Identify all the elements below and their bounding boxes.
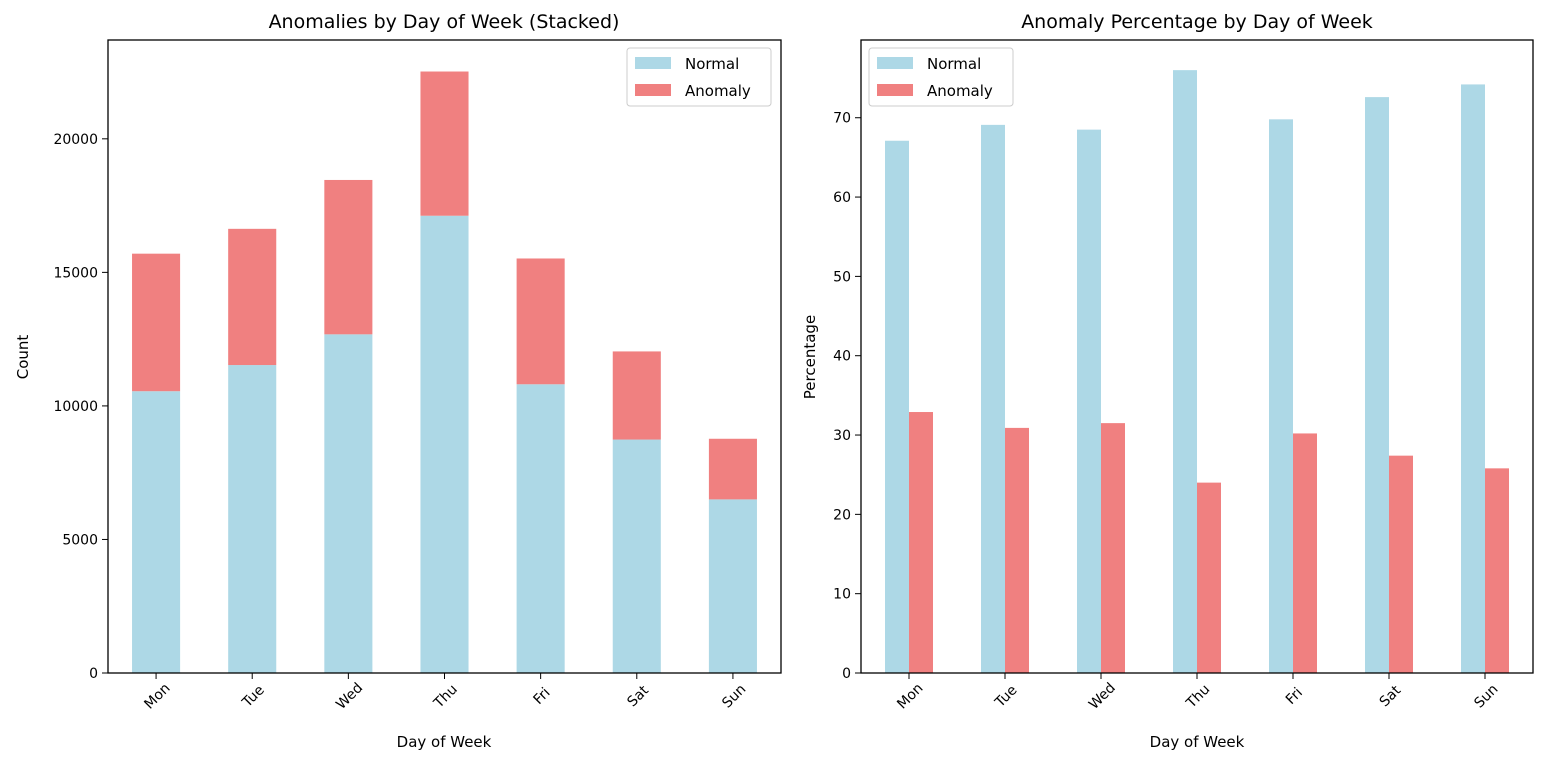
bar-normal-thu — [420, 215, 469, 673]
bar-anomaly-sat — [1389, 455, 1413, 673]
bar-anomaly-sun — [1485, 468, 1509, 673]
x-tick-label: Thu — [430, 681, 461, 712]
x-axis-label: Day of Week — [1150, 733, 1245, 751]
x-tick-label: Mon — [894, 680, 926, 712]
x-tick-label: Sat — [624, 682, 652, 710]
y-tick-label: 5000 — [62, 532, 98, 548]
bar-anomaly-tue — [1005, 427, 1029, 673]
y-tick-label: 50 — [833, 269, 851, 285]
legend-label-normal: Normal — [685, 55, 739, 73]
y-tick-label: 20 — [833, 507, 851, 523]
bar-normal-sun — [1461, 84, 1485, 674]
bar-anomaly-fri — [1293, 433, 1317, 673]
axes-frame — [107, 39, 782, 674]
y-tick-label: 70 — [833, 111, 851, 127]
legend-swatch-anomaly — [635, 84, 671, 96]
bar-anomaly-wed — [324, 179, 373, 335]
x-tick-label: Thu — [1183, 681, 1214, 712]
y-tick-label: 60 — [833, 190, 851, 206]
bar-normal-tue — [228, 365, 277, 673]
bar-normal-thu — [1173, 70, 1197, 673]
legend-label-normal: Normal — [927, 55, 981, 73]
legend: Normal Anomaly — [868, 47, 1014, 107]
bar-normal-fri — [516, 384, 565, 673]
bar-normal-mon — [132, 391, 181, 673]
bar-normal-sat — [612, 439, 661, 673]
x-tick-label: Wed — [1086, 680, 1119, 713]
chart-title: Anomaly Percentage by Day of Week — [1021, 11, 1373, 33]
bar-normal-fri — [1269, 119, 1293, 674]
axes-frame — [860, 39, 1534, 674]
bar-normal-wed — [324, 334, 373, 673]
bar-anomaly-sat — [612, 351, 661, 440]
x-tick-label: Sun — [719, 681, 749, 711]
percentage-chart: Anomaly Percentage by Day of Week Mon Tue… — [801, 11, 1534, 751]
chart-title: Anomalies by Day of Week (Stacked) — [269, 11, 620, 33]
x-tick-label: Sun — [1471, 681, 1501, 711]
bar-normal-mon — [885, 140, 909, 673]
bar-anomaly-thu — [420, 71, 469, 216]
bar-anomaly-sun — [708, 438, 757, 500]
stacked-plot-area: Mon Tue Wed Thu Fri Sat Sun 0 5000 10000 15000 2000… — [53, 71, 757, 713]
bar-normal-sun — [708, 499, 757, 673]
percentage-plot-area: Mon Tue Wed Thu Fri Sat Sun 0 10 20 30 40 50 60 70 — [833, 70, 1509, 713]
bar-anomaly-tue — [228, 228, 277, 366]
y-tick-label: 40 — [833, 349, 851, 365]
x-axis-label: Day of Week — [397, 733, 492, 751]
y-tick-label: 30 — [833, 428, 851, 444]
legend-swatch-anomaly — [877, 84, 913, 96]
bar-normal-tue — [981, 124, 1005, 674]
stacked-chart: Anomalies by Day of Week (Stacked) Mon Tu… — [14, 11, 782, 751]
y-tick-label: 10000 — [53, 399, 98, 415]
bar-anomaly-mon — [909, 412, 933, 673]
x-tick-label: Sat — [1377, 682, 1405, 710]
bar-anomaly-thu — [1197, 482, 1221, 673]
legend-swatch-normal — [635, 57, 671, 69]
bar-anomaly-fri — [516, 258, 565, 385]
y-tick-label: 10 — [833, 587, 851, 603]
legend: Normal Anomaly — [626, 47, 772, 107]
legend-label-anomaly: Anomaly — [927, 82, 993, 100]
x-tick-label: Fri — [1283, 685, 1306, 708]
x-tick-label: Tue — [992, 682, 1021, 711]
legend-label-anomaly: Anomaly — [685, 82, 751, 100]
bar-anomaly-mon — [132, 253, 181, 392]
bar-normal-sat — [1365, 97, 1389, 673]
y-axis-label: Count — [14, 335, 32, 380]
y-tick-label: 15000 — [53, 265, 98, 281]
bar-anomaly-wed — [1101, 423, 1125, 673]
x-tick-label: Mon — [141, 680, 173, 712]
bar-normal-wed — [1077, 129, 1101, 673]
x-tick-label: Wed — [333, 680, 366, 713]
legend-swatch-normal — [877, 57, 913, 69]
x-tick-label: Fri — [531, 685, 554, 708]
y-axis-label: Percentage — [801, 315, 819, 399]
y-tick-label: 0 — [842, 666, 851, 682]
x-tick-label: Tue — [239, 682, 268, 711]
y-tick-label: 0 — [89, 666, 98, 682]
y-tick-label: 20000 — [53, 132, 98, 148]
